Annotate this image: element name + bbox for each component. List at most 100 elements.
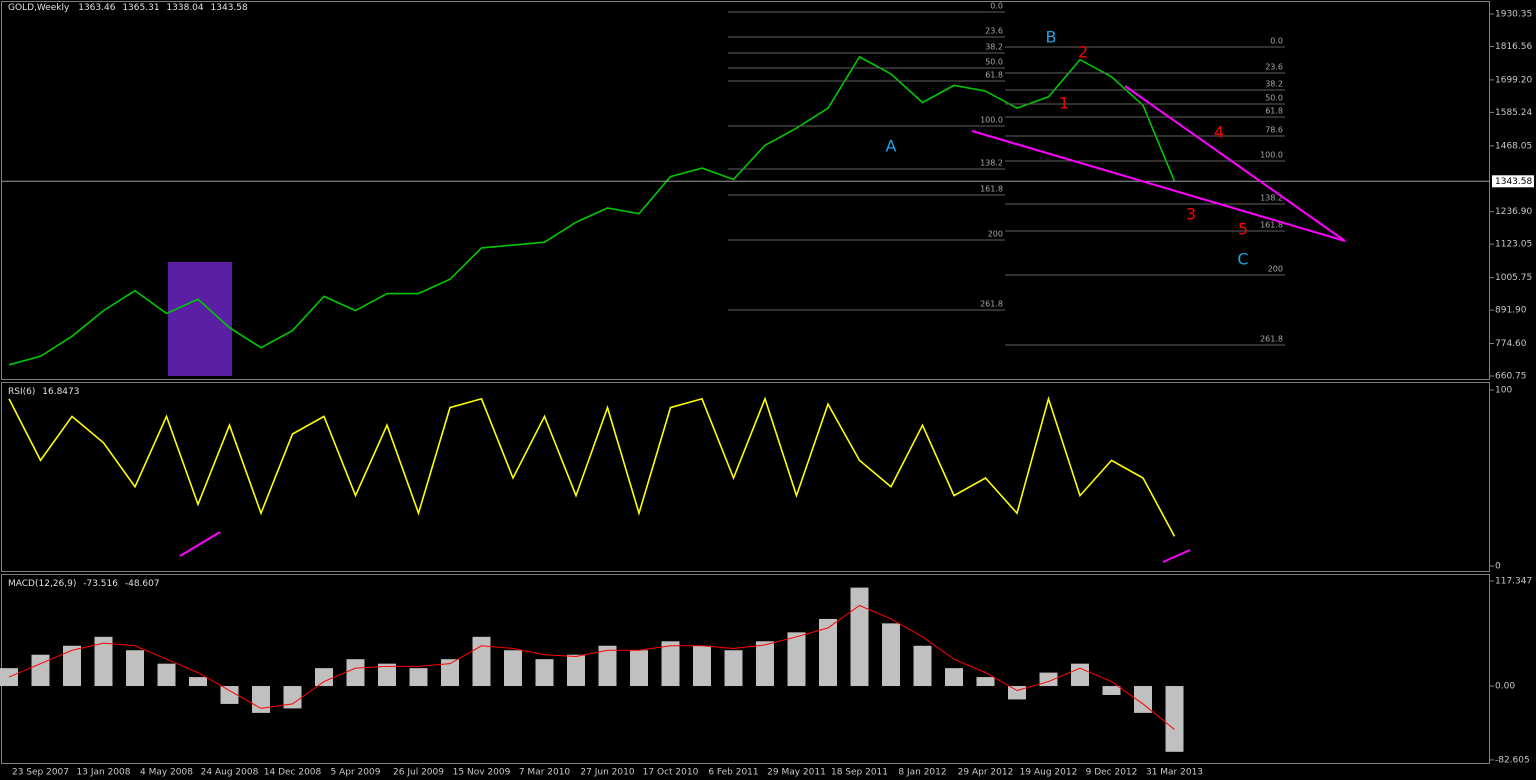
x-tick-label: 7 Mar 2010: [519, 768, 571, 778]
x-tick-label: 19 Aug 2012: [1020, 768, 1078, 778]
open: 1363.46: [78, 3, 115, 13]
wave-label: 2: [1078, 43, 1088, 62]
histogram-bar: [220, 686, 239, 704]
signal-value: -48.607: [125, 579, 160, 589]
y-tick-label: 0.00: [1495, 682, 1515, 692]
fib-label: 23.6: [985, 26, 1003, 35]
histogram-bar: [850, 587, 869, 687]
trendline: [1124, 85, 1346, 242]
wave-label: 5: [1238, 220, 1248, 239]
wave-label: C: [1237, 250, 1248, 269]
histogram-bar: [724, 650, 743, 687]
y-tick-label: 1005.75: [1495, 273, 1532, 283]
high: 1365.31: [122, 3, 159, 13]
current-price-box: [1492, 175, 1534, 188]
y-tick-label: -82.605: [1495, 755, 1530, 765]
histogram-bar: [976, 677, 995, 687]
x-tick-label: 31 Mar 2013: [1146, 768, 1203, 778]
fib-label: 78.6: [1265, 125, 1283, 134]
histogram-bar: [346, 659, 365, 687]
fib-label: 261.8: [1260, 334, 1283, 343]
fib-label: 23.6: [1265, 63, 1283, 72]
fib-label: 50.0: [985, 57, 1003, 66]
price-pane: [1, 1, 1490, 380]
fib-label: 261.8: [980, 299, 1003, 308]
close: 1343.58: [211, 3, 248, 13]
x-tick-label: 27 Jun 2010: [580, 768, 634, 778]
fib-label: 100.0: [1260, 150, 1283, 159]
x-tick-label: 13 Jan 2008: [77, 768, 131, 778]
x-tick-label: 24 Aug 2008: [201, 768, 259, 778]
histogram-bar: [756, 641, 774, 687]
fib-label: 61.8: [1265, 106, 1283, 115]
signal-line: [8, 604, 1175, 730]
rsi-title: RSI(6): [8, 387, 35, 397]
x-tick-label: 14 Dec 2008: [264, 768, 322, 778]
x-tick-label: 8 Jan 2012: [898, 768, 946, 778]
trendline: [971, 130, 1346, 242]
macd-header: MACD(12,26,9) -73.516 -48.607: [8, 579, 160, 589]
y-tick-label: 1236.90: [1495, 207, 1532, 217]
y-tick-label: 891.90: [1495, 306, 1527, 316]
trendline: [179, 531, 221, 557]
y-tick-label: 1123.05: [1495, 240, 1532, 250]
wave-label: 1: [1059, 94, 1069, 113]
y-tick-label: 1468.05: [1495, 141, 1532, 151]
fib-label: 61.8: [985, 70, 1003, 79]
x-tick-label: 5 Apr 2009: [331, 768, 381, 778]
macd-value: -73.516: [83, 579, 118, 589]
y-tick-label: 117.347: [1495, 577, 1532, 587]
histogram-bar: [661, 641, 680, 687]
fib-label: 100.0: [980, 115, 1003, 124]
fib-label: 0.0: [1270, 36, 1283, 45]
rsi-pane: [1, 382, 1490, 572]
fib-label: 200: [988, 230, 1003, 239]
fib-label: 138.2: [1260, 193, 1283, 202]
rsi-header: RSI(6) 16.8473: [8, 387, 79, 397]
fib-label: 38.2: [985, 42, 1003, 51]
histogram-bar: [31, 654, 50, 687]
histogram-bar: [693, 645, 711, 687]
histogram-bar: [567, 654, 585, 687]
histogram-bar: [598, 645, 617, 687]
fib-label: 161.8: [1260, 220, 1283, 229]
x-tick-label: 6 Feb 2011: [708, 768, 758, 778]
y-tick-label: 1930.35: [1495, 9, 1532, 19]
rsi-value: 16.8473: [42, 387, 79, 397]
histogram-bar: [441, 659, 459, 687]
current-price-label: 1343.58: [1495, 177, 1532, 187]
price-line: [8, 55, 1176, 366]
fib-label: 50.0: [1265, 93, 1283, 102]
histogram-bar: [472, 636, 491, 687]
y-tick-label: 774.60: [1495, 339, 1527, 349]
histogram-bar: [63, 645, 81, 687]
low: 1338.04: [166, 3, 203, 13]
histogram-bar: [630, 650, 648, 687]
histogram-bar: [189, 677, 207, 687]
histogram-bar: [913, 645, 932, 687]
fib-label: 161.8: [980, 184, 1003, 193]
x-tick-label: 15 Nov 2009: [453, 768, 511, 778]
symbol: GOLD,Weekly: [8, 3, 70, 13]
histogram-bar: [882, 623, 900, 687]
macd-title: MACD(12,26,9): [8, 579, 76, 589]
histogram-bar: [315, 668, 333, 687]
histogram-bar: [535, 659, 554, 687]
histogram-bar: [1134, 686, 1152, 713]
histogram-bar: [1102, 686, 1121, 695]
x-tick-label: 29 May 2011: [767, 768, 826, 778]
histogram-bar: [94, 636, 113, 687]
histogram-bar: [945, 668, 963, 687]
histogram-bar: [283, 686, 302, 709]
x-tick-label: 9 Dec 2012: [1086, 768, 1138, 778]
x-tick-label: 29 Apr 2012: [958, 768, 1014, 778]
trendline: [1162, 549, 1191, 563]
histogram-bar: [819, 618, 837, 687]
x-tick-label: 26 Jul 2009: [393, 768, 444, 778]
fib-label: 38.2: [1265, 79, 1283, 88]
x-tick-label: 4 May 2008: [140, 768, 193, 778]
histogram-bar: [1071, 663, 1089, 687]
wave-label: B: [1046, 28, 1057, 47]
